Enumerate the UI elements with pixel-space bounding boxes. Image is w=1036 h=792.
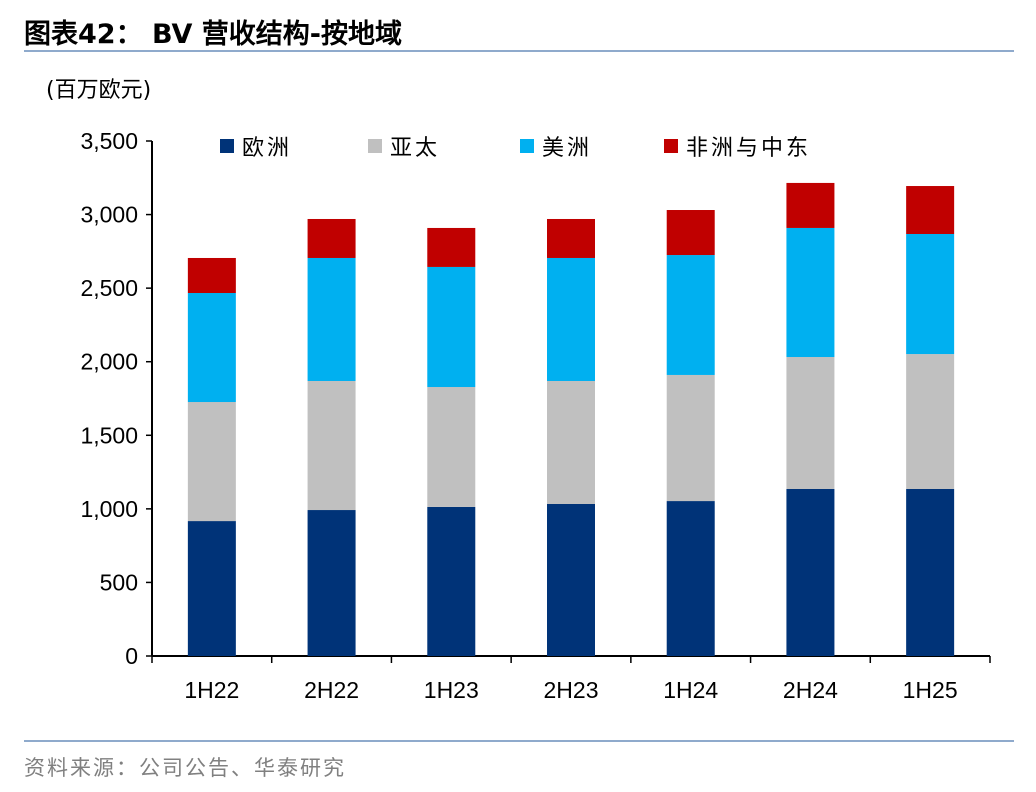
bar-segment-1H24-亚太 [666,374,715,502]
bar-segment-2H24-非洲与中东 [786,182,835,228]
x-tick-label: 2H23 [544,677,599,703]
x-tick-label: 2H24 [783,677,838,703]
bar-segment-1H22-美洲 [187,292,236,403]
bar-segment-2H23-欧洲 [547,504,595,656]
bar-segment-2H22-欧洲 [307,510,356,656]
bar-segment-1H23-亚太 [427,387,476,507]
bar-segment-1H23-欧洲 [427,506,476,656]
legend-label: 欧洲 [242,136,292,161]
bar-segment-2H24-欧洲 [786,488,835,656]
bar-segment-2H22-非洲与中东 [307,218,356,258]
bar-segment-1H24-美洲 [666,255,715,375]
y-tick-label: 1,000 [80,496,138,522]
legend-swatch [520,139,534,153]
legend-swatch [220,139,234,153]
y-tick-label: 3,000 [80,202,138,228]
y-tick-label: 500 [100,569,138,595]
title-divider [24,50,1014,52]
chart-title: 图表42： BV 营收结构-按地域 [24,19,402,50]
x-tick-label: 2H22 [304,677,359,703]
bar-segment-1H24-非洲与中东 [666,210,715,256]
legend-swatch [664,139,678,153]
bar-segment-1H22-非洲与中东 [187,257,236,293]
legend-label: 亚太 [390,136,440,161]
legend-label: 非洲与中东 [686,136,811,161]
bar-segment-1H23-美洲 [427,266,476,388]
x-tick-label: 1H24 [663,677,718,703]
x-tick-label: 1H23 [424,677,479,703]
bar-segment-2H22-美洲 [307,257,356,381]
x-tick-label: 1H25 [903,677,958,703]
bar-segment-1H25-亚太 [906,354,955,489]
y-tick-label: 2,500 [80,275,138,301]
bar-segment-2H23-非洲与中东 [547,218,595,258]
source-divider [24,740,1014,742]
bar-segment-1H25-欧洲 [906,488,955,656]
unit-label: (百万欧元) [46,78,152,103]
legend-swatch [368,139,382,153]
bar-segment-1H25-美洲 [906,233,955,355]
bar-segment-2H24-美洲 [786,227,835,358]
legend-label: 美洲 [542,136,592,161]
bar-segment-2H23-亚太 [547,380,595,505]
y-tick-label: 1,500 [80,422,138,448]
x-tick-label: 1H22 [184,677,239,703]
bar-segment-1H24-欧洲 [666,501,715,656]
bar-segment-2H23-美洲 [547,257,595,381]
y-tick-label: 0 [125,643,138,669]
y-tick-label: 2,000 [80,349,138,375]
bar-segment-2H22-亚太 [307,380,356,511]
bar-segment-1H22-欧洲 [187,521,236,656]
bar-segment-1H25-非洲与中东 [906,186,955,234]
bar-segment-1H22-亚太 [187,402,236,522]
bar-segment-1H23-非洲与中东 [427,227,476,267]
y-tick-label: 3,500 [80,128,138,154]
bar-segment-2H24-亚太 [786,357,835,489]
source-note: 资料来源：公司公告、华泰研究 [24,756,346,780]
